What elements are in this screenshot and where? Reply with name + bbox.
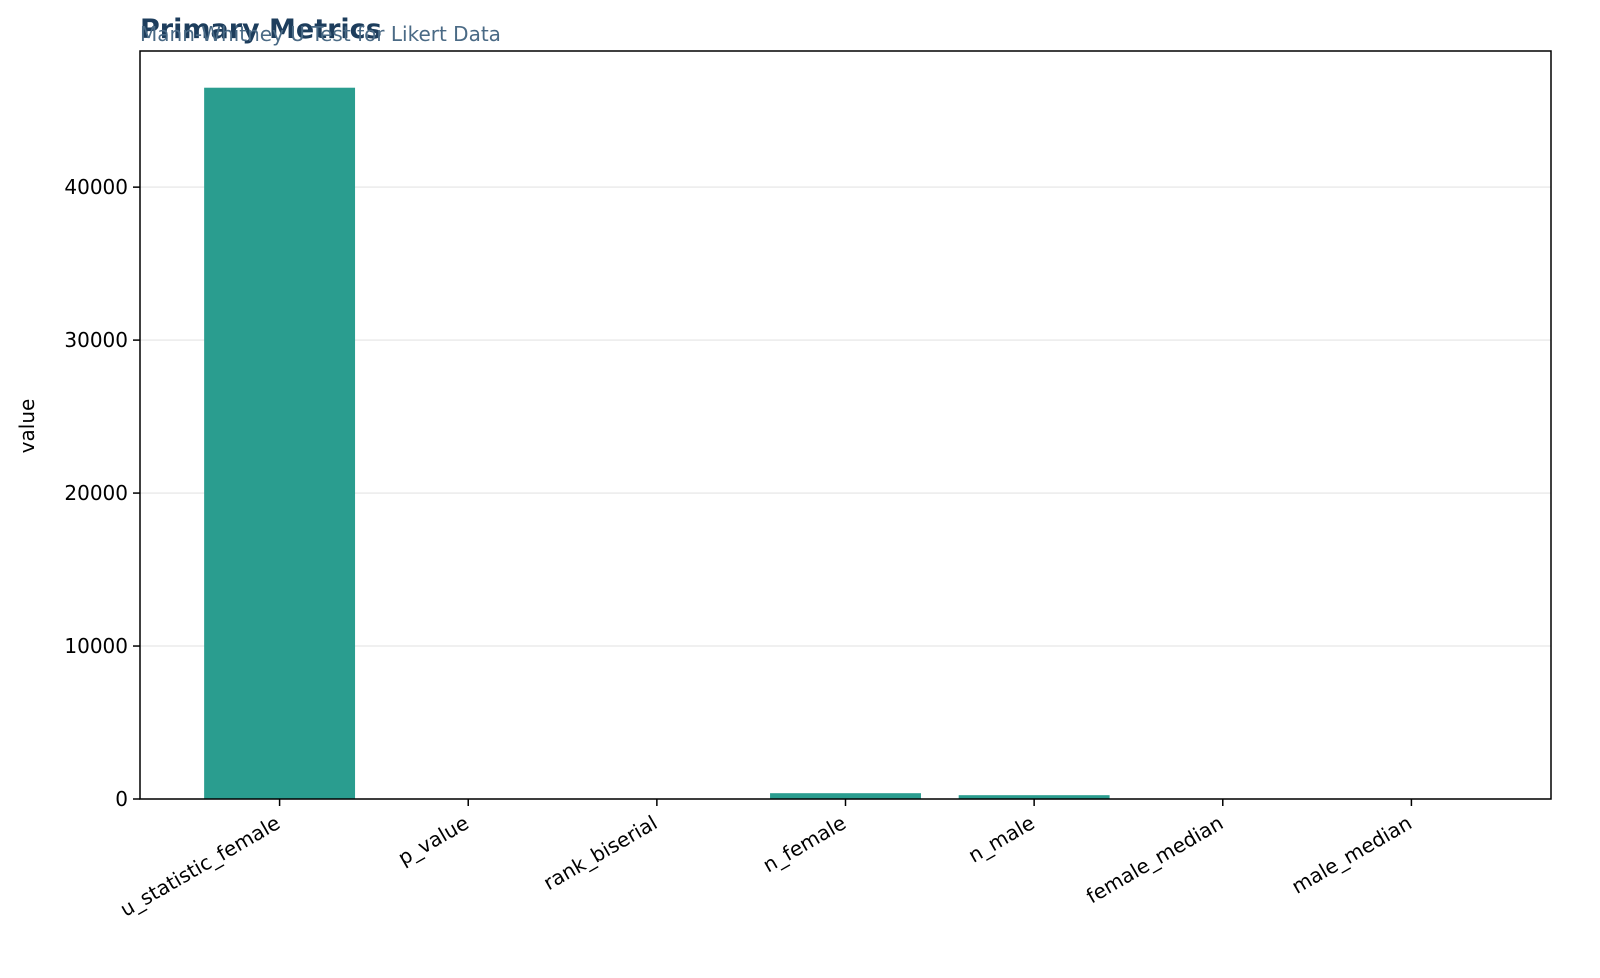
y-tick-label: 40000 (64, 175, 128, 199)
bar (204, 87, 356, 799)
y-tick-label: 30000 (64, 328, 128, 352)
y-axis-label: value (15, 399, 39, 454)
x-tick-label: u_statistic_female (116, 811, 284, 922)
bar (958, 795, 1110, 799)
bar (770, 793, 921, 799)
x-tick-label: male_median (1287, 811, 1416, 899)
x-tick-label: p_value (394, 811, 473, 870)
y-tick-label: 10000 (64, 634, 128, 658)
x-tick-label: female_median (1082, 811, 1227, 909)
x-tick-label: rank_biserial (539, 811, 661, 895)
y-tick-label: 20000 (64, 481, 128, 505)
plot-frame (139, 50, 1552, 800)
x-tick-label: n_female (759, 811, 850, 878)
chart-title: Primary Metrics (140, 14, 382, 45)
y-tick-label: 0 (115, 787, 128, 811)
chart-subtitle: Mann-Whitney U Test for Likert Data (140, 22, 501, 46)
x-tick-label: n_male (964, 811, 1039, 868)
